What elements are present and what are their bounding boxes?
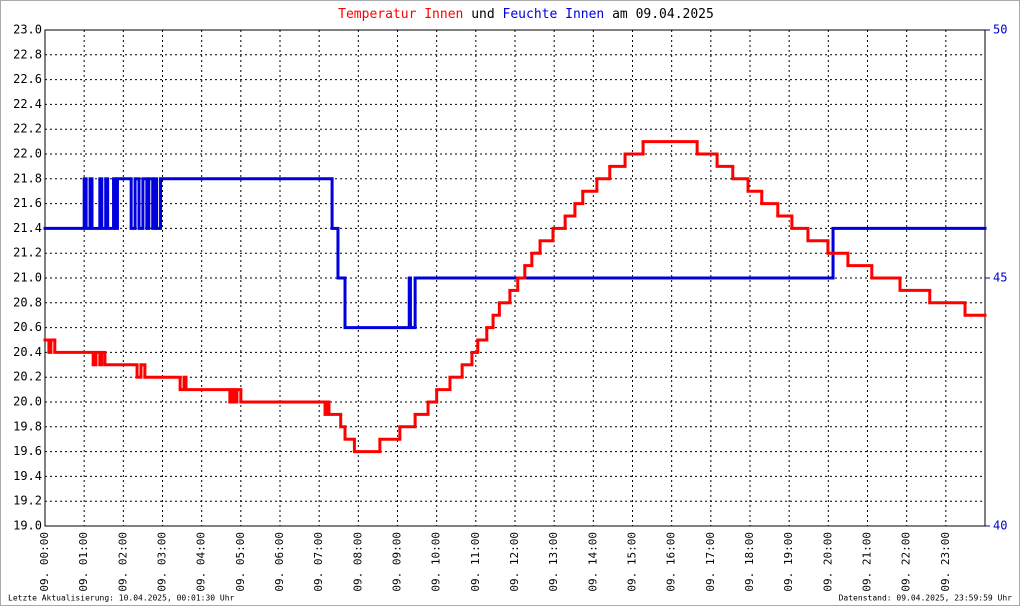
step-riser xyxy=(47,141,967,452)
x-tick-label: 09. 16:00 xyxy=(665,532,678,592)
footer-right: Datenstand: 09.04.2025, 23:59:59 Uhr xyxy=(839,594,1013,603)
y-tick-label: 22.6 xyxy=(13,72,42,86)
x-tick-label: 09. 18:00 xyxy=(743,532,756,592)
y-tick-label: 21.6 xyxy=(13,196,42,210)
y-tick-label: 21.0 xyxy=(13,271,42,285)
x-tick-label: 09. 02:00 xyxy=(116,532,129,592)
x-tick-label: 09. 10:00 xyxy=(430,532,443,592)
x-tick-label: 09. 12:00 xyxy=(508,532,521,592)
y-tick-label: 19.6 xyxy=(13,444,42,458)
x-tick-label: 09. 17:00 xyxy=(704,532,717,592)
x-tick-label: 09. 06:00 xyxy=(273,532,286,592)
y-tick-label: 22.2 xyxy=(13,122,42,136)
y-tick-label: 23.0 xyxy=(13,23,42,37)
y-tick-label: 19.0 xyxy=(13,519,42,533)
x-tick-label: 09. 05:00 xyxy=(234,532,247,592)
x-tick-label: 09. 01:00 xyxy=(77,532,90,592)
title-joiner: und xyxy=(471,7,494,22)
x-tick-label: 09. 20:00 xyxy=(821,532,834,592)
y-tick-label: 20.0 xyxy=(13,395,42,409)
y2-tick-label: 50 xyxy=(993,23,1007,37)
x-tick-label: 09. 21:00 xyxy=(861,532,874,592)
x-tick-label: 09. 00:00 xyxy=(38,532,51,592)
x-tick-label: 09. 13:00 xyxy=(547,532,560,592)
x-tick-label: 09. 03:00 xyxy=(156,532,169,592)
y-tick-label: 20.2 xyxy=(13,370,42,384)
step-riser xyxy=(82,178,835,328)
y-tick-label: 20.8 xyxy=(13,295,42,309)
title-suffix: am 09.04.2025 xyxy=(612,7,714,22)
y-tick-label: 21.8 xyxy=(13,171,42,185)
y2-tick-label: 45 xyxy=(993,271,1007,285)
y-tick-label: 19.4 xyxy=(13,469,42,483)
y-tick-label: 22.8 xyxy=(13,47,42,61)
x-tick-label: 09. 22:00 xyxy=(900,532,913,592)
title-series-1: Temperatur Innen xyxy=(338,7,463,22)
y-tick-label: 21.2 xyxy=(13,246,42,260)
x-tick-label: 09. 14:00 xyxy=(586,532,599,592)
y-tick-label: 19.8 xyxy=(13,419,42,433)
y-tick-label: 20.6 xyxy=(13,320,42,334)
y-tick-label: 20.4 xyxy=(13,345,42,359)
plot-border xyxy=(44,29,986,527)
chart-title: Temperatur Innen und Feuchte Innen am 09… xyxy=(338,7,714,22)
x-tick-label: 09. 11:00 xyxy=(469,532,482,592)
title-series-2: Feuchte Innen xyxy=(503,7,605,22)
x-tick-label: 09. 15:00 xyxy=(626,532,639,592)
y2-tick-label: 40 xyxy=(993,519,1007,533)
y-tick-label: 21.4 xyxy=(13,221,42,235)
y-tick-label: 19.2 xyxy=(13,494,42,508)
x-tick-label: 09. 23:00 xyxy=(939,532,952,592)
y-tick-label: 22.4 xyxy=(13,97,42,111)
x-tick-label: 09. 19:00 xyxy=(782,532,795,592)
x-tick-label: 09. 09:00 xyxy=(391,532,404,592)
x-tick-label: 09. 04:00 xyxy=(195,532,208,592)
footer-left: Letzte Aktualisierung: 10.04.2025, 00:01… xyxy=(8,594,235,603)
y-tick-label: 22.0 xyxy=(13,147,42,161)
x-tick-label: 09. 08:00 xyxy=(351,532,364,592)
x-tick-label: 09. 07:00 xyxy=(312,532,325,592)
